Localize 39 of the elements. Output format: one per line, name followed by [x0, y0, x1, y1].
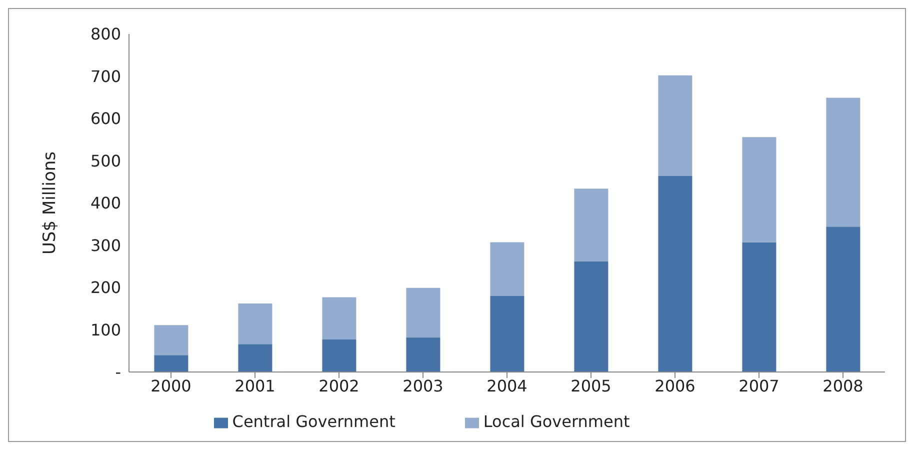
bar — [154, 325, 188, 356]
x-tick-label: 2005 — [570, 376, 612, 396]
x-tick-label: 2008 — [822, 376, 864, 396]
bar — [574, 188, 608, 262]
y-tick-label: 200 — [90, 278, 121, 298]
bar — [826, 226, 860, 372]
bar — [154, 355, 188, 372]
legend-label: Local Government — [483, 412, 630, 431]
y-tick-label: 400 — [90, 194, 121, 213]
y-tick-label: 700 — [90, 66, 121, 86]
bar — [322, 297, 356, 340]
bar — [406, 288, 440, 338]
bar — [406, 337, 440, 372]
bar — [826, 98, 860, 227]
x-tick-label: 2006 — [654, 376, 696, 396]
bar — [490, 242, 524, 296]
y-axis-title: US$ Millions — [40, 151, 60, 255]
x-tick-label: 2004 — [486, 376, 528, 396]
bar — [574, 261, 608, 372]
y-tick-label: 600 — [90, 109, 121, 128]
bar — [238, 344, 272, 372]
bar — [322, 339, 356, 372]
x-tick-label: 2000 — [150, 376, 192, 396]
bar — [742, 137, 776, 242]
bar — [658, 75, 692, 176]
legend-label: Central Government — [232, 412, 396, 431]
bar — [658, 176, 692, 372]
bar — [238, 304, 272, 344]
bar — [742, 242, 776, 372]
x-tick-label: 2003 — [402, 376, 444, 396]
y-tick-label: 300 — [90, 236, 121, 255]
y-tick-label: 800 — [90, 24, 121, 44]
x-tick-label: 2007 — [738, 376, 780, 396]
y-tick-label: - — [115, 362, 121, 382]
y-tick-label: 500 — [90, 151, 121, 170]
x-tick-label: 2002 — [318, 376, 360, 396]
bar — [490, 296, 524, 372]
x-tick-label: 2001 — [234, 376, 276, 396]
y-tick-label: 100 — [90, 320, 121, 340]
